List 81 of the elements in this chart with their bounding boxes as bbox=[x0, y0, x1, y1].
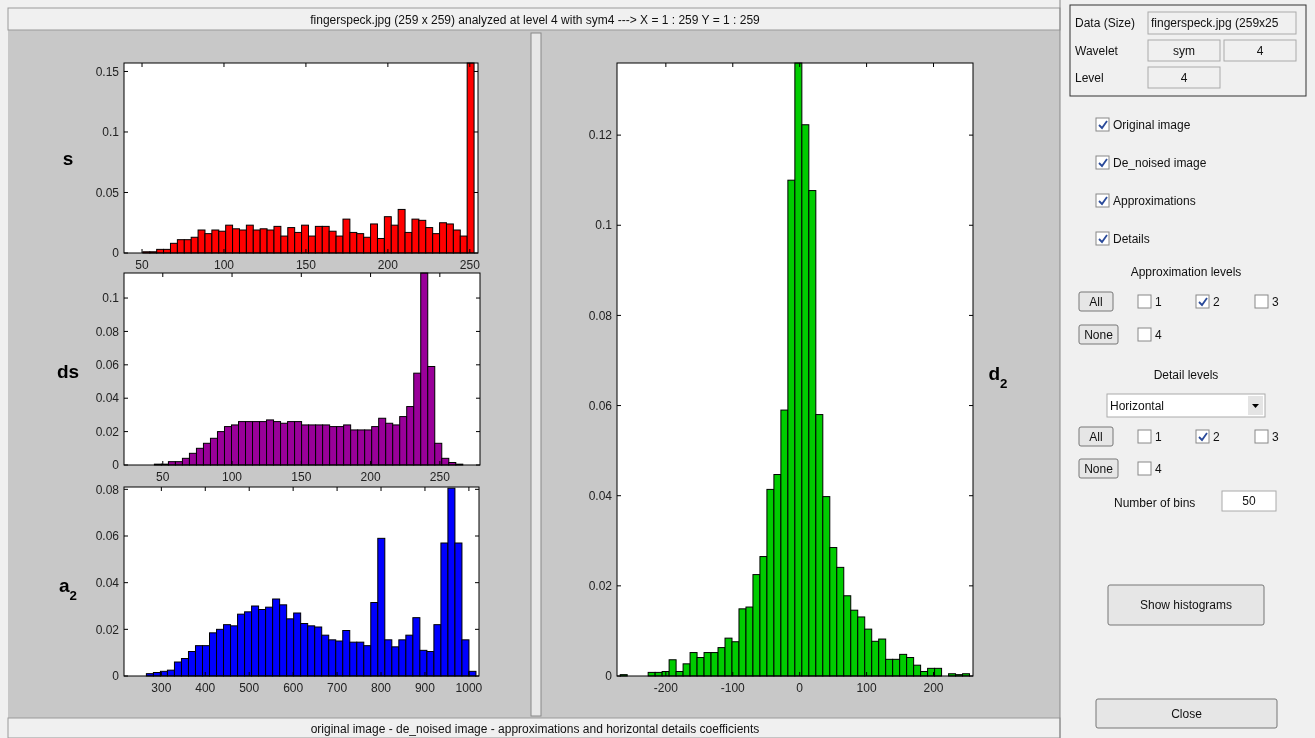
y-tick-label: 0.1 bbox=[595, 218, 613, 233]
text: All bbox=[1089, 429, 1103, 444]
y-tick-label: 0.08 bbox=[95, 482, 120, 497]
y-tick-label: 0.1 bbox=[102, 291, 120, 306]
x-tick-label: 800 bbox=[371, 681, 392, 695]
y-axis-title: a$_{2}$ bbox=[59, 575, 77, 603]
text: Approximations bbox=[1113, 194, 1196, 208]
y-tick-label: 0.05 bbox=[95, 185, 120, 200]
y-tick-label: 0.06 bbox=[95, 358, 120, 373]
text: Close bbox=[1171, 706, 1203, 721]
text: 4 bbox=[1155, 462, 1162, 476]
x-tick-label: 250 bbox=[429, 470, 451, 484]
text: Horizontal bbox=[1110, 398, 1165, 413]
x-tick-label: 200 bbox=[923, 681, 944, 695]
text: fingerspeck.jpg (259 x 259) analyzed at level 4 with sym4 ---> X = 1 : 259 Y = 1 : 259 bbox=[310, 13, 761, 27]
text: 1 bbox=[1155, 430, 1162, 444]
y-tick-label: 0.08 bbox=[588, 308, 613, 323]
text: 3 bbox=[1272, 295, 1279, 309]
text: Details bbox=[1113, 232, 1150, 246]
x-tick-label: 500 bbox=[239, 681, 260, 695]
x-tick-label: 150 bbox=[295, 258, 317, 272]
text: Level bbox=[1075, 71, 1104, 85]
y-tick-label: 0 bbox=[605, 669, 613, 684]
y-axis-title: d$_{2}$ bbox=[988, 363, 1008, 391]
text: Data (Size) bbox=[1075, 16, 1136, 30]
text: original image - de_noised image - approximations and horizontal details coefficients bbox=[310, 722, 760, 736]
x-tick-label: 200 bbox=[360, 470, 381, 484]
y-tick-label: 0.08 bbox=[95, 324, 120, 339]
text: sym bbox=[1173, 43, 1195, 58]
x-tick-label: 250 bbox=[459, 258, 481, 272]
x-tick-label: 100 bbox=[222, 470, 243, 484]
text: Original image bbox=[1113, 118, 1191, 132]
x-tick-label: -200 bbox=[653, 681, 679, 695]
text: 3 bbox=[1272, 430, 1279, 444]
x-tick-label: 400 bbox=[195, 681, 216, 695]
text: All bbox=[1089, 294, 1103, 309]
x-tick-label: 900 bbox=[414, 681, 436, 695]
x-tick-label: 200 bbox=[377, 258, 399, 272]
y-tick-label: 0.1 bbox=[102, 125, 120, 140]
x-tick-label: -100 bbox=[720, 681, 746, 695]
x-tick-label: 0 bbox=[796, 681, 804, 695]
y-tick-label: 0.06 bbox=[588, 398, 613, 413]
text: 1 bbox=[1155, 295, 1162, 309]
text: Wavelet bbox=[1075, 44, 1119, 58]
y-tick-label: 0.02 bbox=[95, 622, 120, 637]
y-tick-label: 0.04 bbox=[95, 575, 120, 590]
text: Show histograms bbox=[1139, 598, 1233, 612]
x-tick-label: 50 bbox=[156, 470, 170, 484]
y-tick-label: 0.04 bbox=[95, 391, 120, 406]
x-tick-label: 100 bbox=[856, 681, 877, 695]
text: De_noised image bbox=[1113, 156, 1207, 170]
text: 4 bbox=[1180, 70, 1188, 85]
y-tick-label: 0.04 bbox=[588, 488, 613, 503]
text: 4 bbox=[1256, 43, 1264, 58]
text: 2 bbox=[1213, 430, 1220, 444]
text: Approximation levels bbox=[1130, 265, 1242, 279]
x-tick-label: 600 bbox=[283, 681, 304, 695]
y-tick-label: 0.02 bbox=[588, 579, 613, 594]
y-axis-title: s bbox=[62, 148, 74, 169]
text: 4 bbox=[1155, 328, 1162, 342]
y-tick-label: 0 bbox=[112, 669, 120, 684]
text: Detail levels bbox=[1153, 368, 1219, 382]
x-tick-label: 50 bbox=[135, 258, 150, 272]
y-tick-label: 0.15 bbox=[95, 64, 120, 79]
x-tick-label: 100 bbox=[213, 258, 235, 272]
y-tick-label: 0.12 bbox=[588, 128, 613, 143]
x-tick-label: 700 bbox=[327, 681, 348, 695]
text: 50 bbox=[1242, 494, 1256, 508]
text: 2 bbox=[1213, 295, 1220, 309]
text: None bbox=[1084, 327, 1114, 342]
y-tick-label: 0 bbox=[112, 246, 120, 261]
x-tick-label: 300 bbox=[151, 681, 172, 695]
text: fingerspeck.jpg (259x25 bbox=[1151, 16, 1279, 30]
text: None bbox=[1084, 461, 1114, 476]
y-tick-label: 0.06 bbox=[95, 529, 120, 544]
y-tick-label: 0.02 bbox=[95, 424, 120, 439]
y-axis-title: ds bbox=[56, 361, 80, 382]
text: Number of bins bbox=[1114, 496, 1196, 510]
x-tick-label: 1000 bbox=[455, 681, 483, 695]
x-tick-label: 150 bbox=[291, 470, 312, 484]
y-tick-label: 0 bbox=[112, 458, 120, 473]
